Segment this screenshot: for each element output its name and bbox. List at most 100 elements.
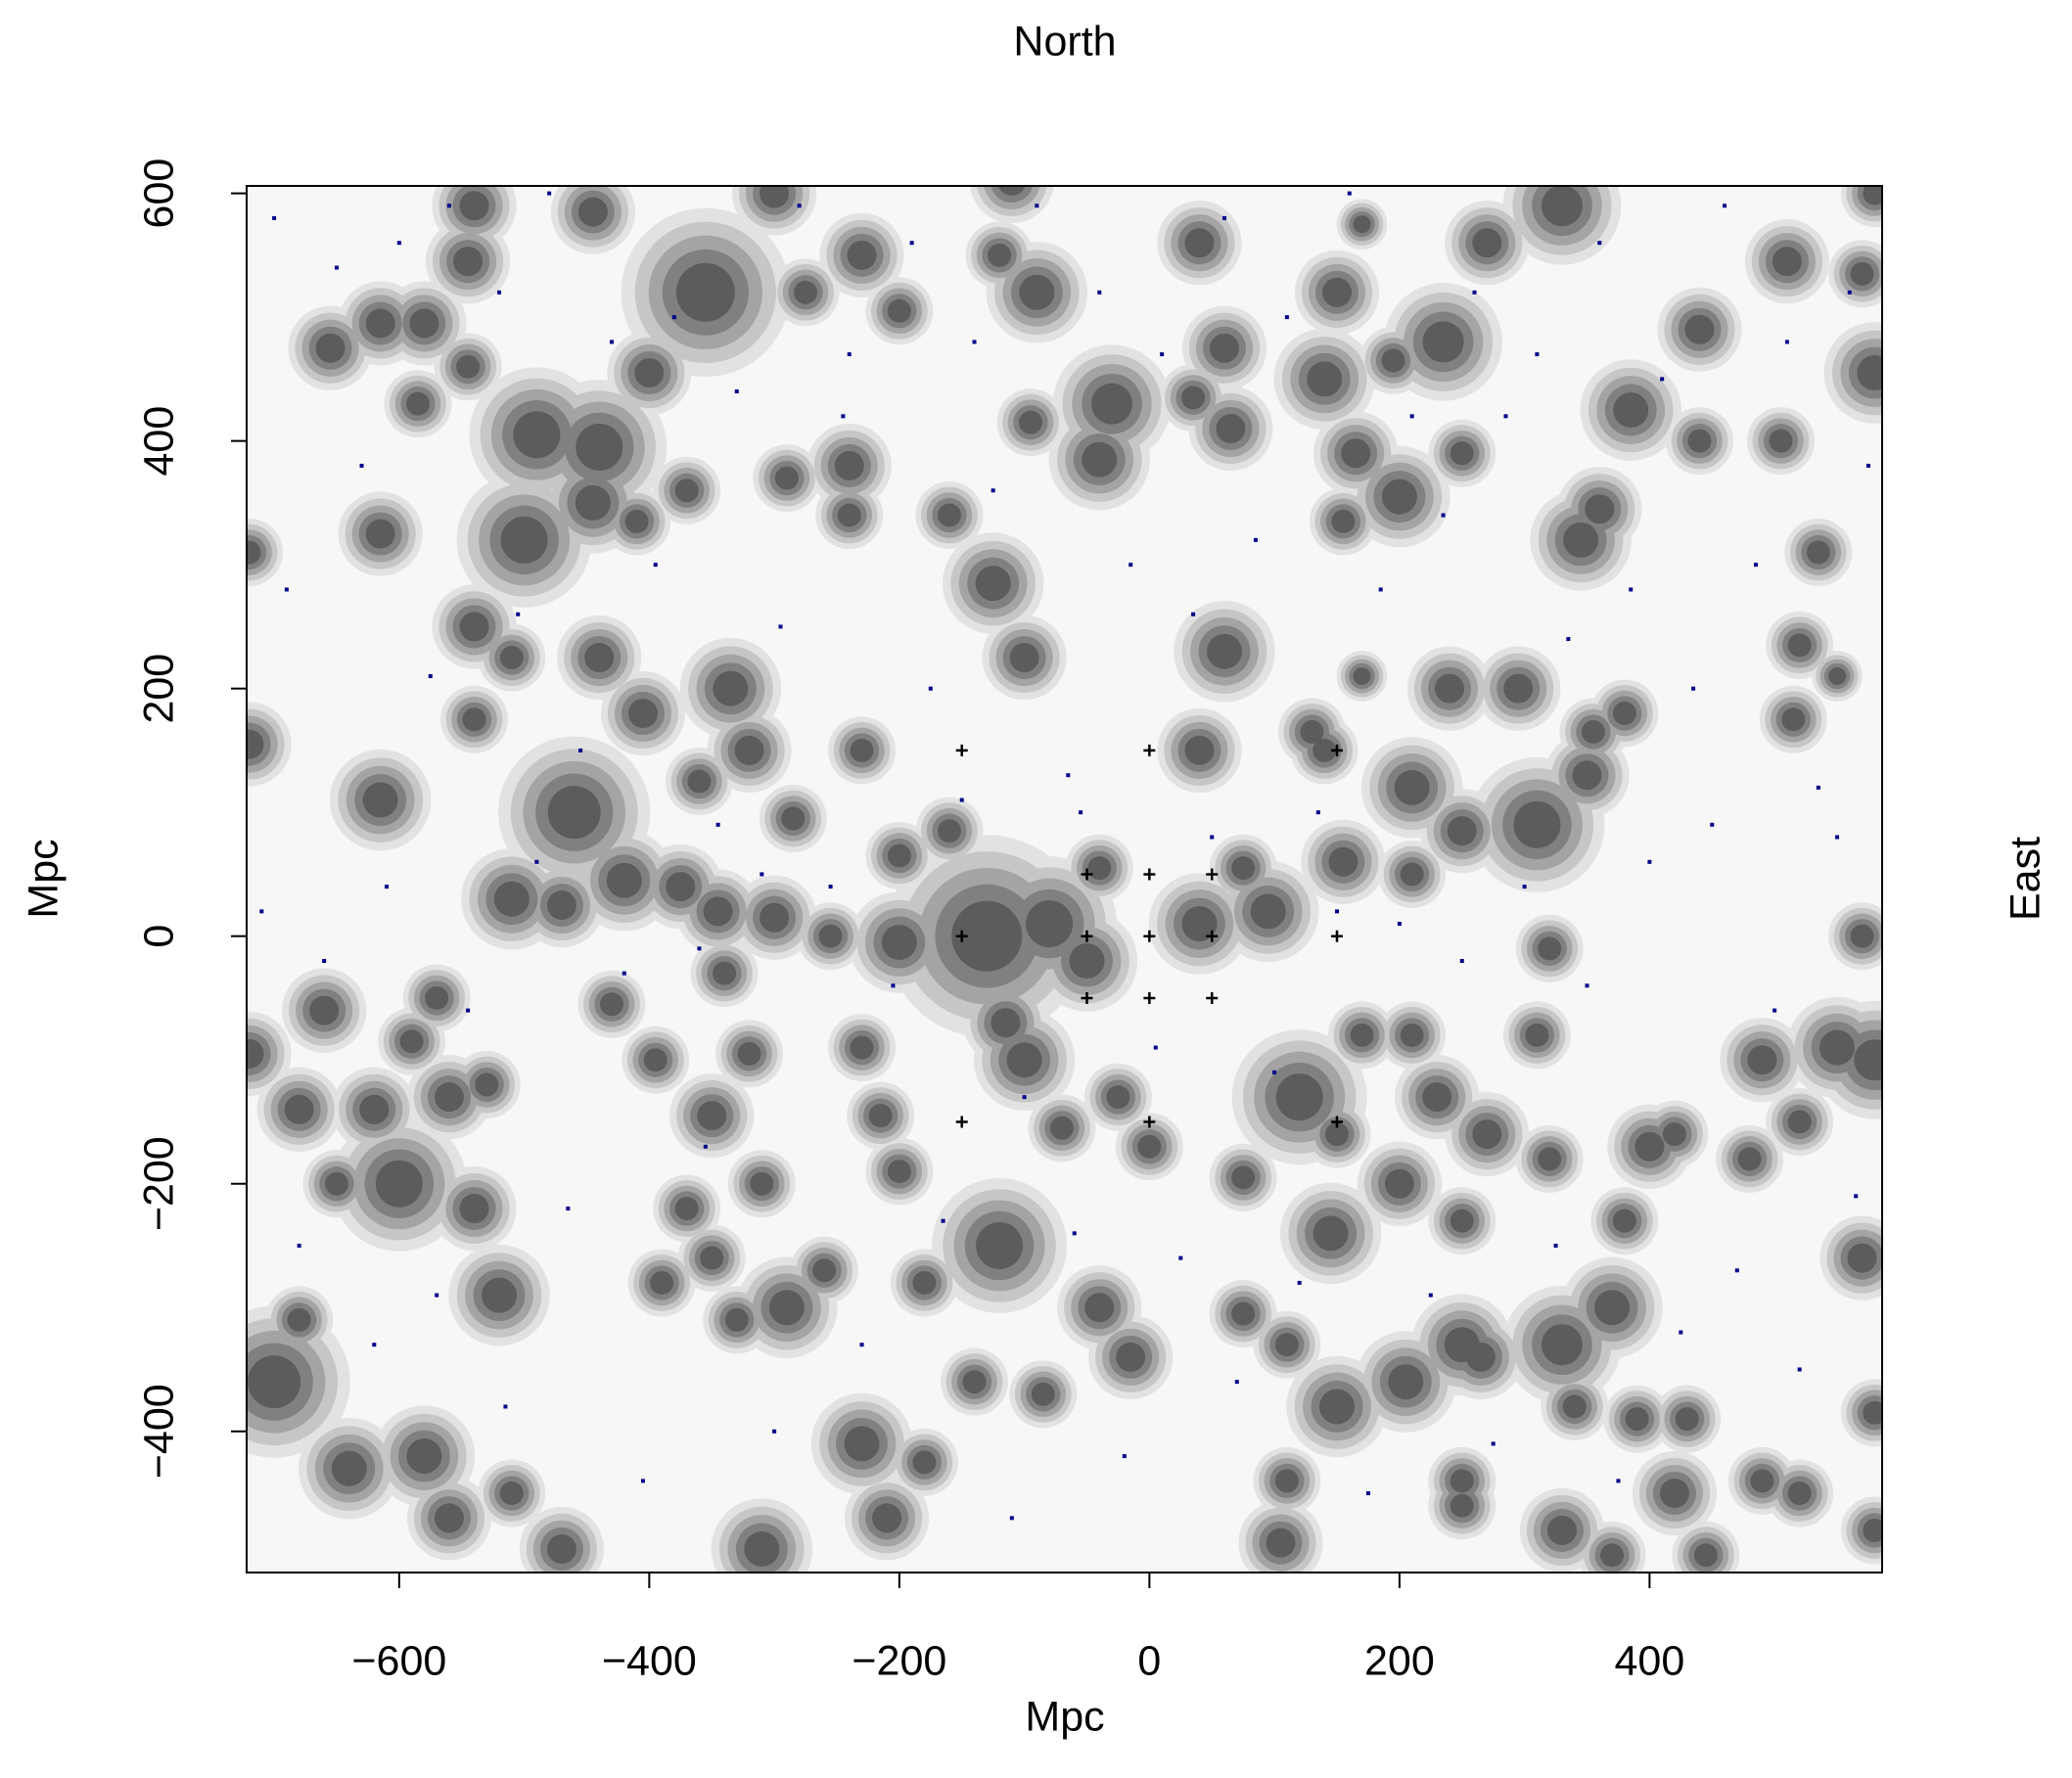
density-contour bbox=[456, 354, 481, 379]
density-contour bbox=[1181, 906, 1218, 942]
density-contour bbox=[760, 902, 790, 933]
density-contour bbox=[1274, 1469, 1299, 1493]
density-contour bbox=[1082, 441, 1118, 478]
density-contour bbox=[315, 333, 345, 363]
density-contour bbox=[650, 1270, 674, 1295]
density-contour bbox=[482, 1277, 518, 1313]
galaxy-point bbox=[1629, 587, 1634, 592]
x-tick-label: 400 bbox=[1615, 1637, 1685, 1684]
density-contour bbox=[1635, 1131, 1665, 1162]
galaxy-point bbox=[828, 885, 833, 889]
galaxy-point bbox=[1160, 352, 1165, 357]
density-contour bbox=[1538, 1147, 1562, 1171]
density-contour bbox=[1572, 760, 1602, 791]
density-contour bbox=[1019, 274, 1055, 310]
density-contour bbox=[1684, 314, 1715, 344]
density-contour bbox=[1210, 333, 1240, 363]
y-tick-label: 600 bbox=[135, 159, 182, 229]
galaxy-point bbox=[697, 946, 702, 951]
density-contour bbox=[1184, 228, 1215, 258]
density-contour bbox=[1585, 494, 1615, 524]
galaxy-point bbox=[297, 1243, 301, 1248]
cross-marker bbox=[1143, 1116, 1156, 1128]
galaxy-point bbox=[1315, 810, 1320, 815]
density-contour bbox=[1693, 1543, 1718, 1568]
density-contour bbox=[1863, 1400, 1882, 1425]
density-contour bbox=[1266, 1527, 1296, 1558]
x-tick-label: 200 bbox=[1364, 1637, 1435, 1684]
density-contour bbox=[643, 1048, 668, 1072]
galaxy-point bbox=[428, 674, 433, 679]
galaxy-point bbox=[1784, 340, 1789, 344]
density-contour bbox=[493, 881, 530, 917]
density-contour bbox=[1312, 738, 1337, 762]
density-contour bbox=[434, 1082, 464, 1113]
galaxy-point bbox=[1660, 377, 1665, 382]
density-contour bbox=[577, 197, 608, 227]
galaxy-point bbox=[1409, 414, 1414, 419]
cross-marker bbox=[1143, 744, 1156, 756]
density-contour bbox=[1772, 247, 1802, 277]
galaxy-point bbox=[1378, 587, 1383, 592]
density-contour bbox=[546, 1533, 576, 1564]
galaxy-point bbox=[1191, 612, 1196, 616]
density-contour bbox=[812, 1258, 837, 1283]
galaxy-point bbox=[1253, 537, 1258, 542]
density-contour bbox=[760, 186, 790, 208]
density-contour bbox=[1137, 1134, 1162, 1159]
density-contour bbox=[674, 1197, 699, 1221]
galaxy-point bbox=[859, 1343, 864, 1347]
galaxy-point bbox=[1035, 204, 1039, 208]
density-contour bbox=[1231, 856, 1256, 881]
cross-marker bbox=[1081, 991, 1093, 1004]
density-contour bbox=[912, 1270, 937, 1295]
galaxy-point bbox=[703, 1144, 708, 1149]
cross-marker bbox=[1143, 930, 1156, 942]
galaxy-point bbox=[715, 822, 720, 827]
density-contour bbox=[850, 738, 874, 762]
density-contour bbox=[1750, 1469, 1774, 1493]
density-contour bbox=[1600, 1543, 1625, 1568]
galaxy-point bbox=[534, 859, 539, 864]
density-contour bbox=[634, 358, 665, 388]
density-contour bbox=[1031, 1382, 1055, 1406]
galaxy-point bbox=[372, 1343, 377, 1347]
galaxy-point bbox=[1097, 290, 1102, 295]
density-contour bbox=[868, 1104, 893, 1128]
galaxy-point bbox=[847, 352, 852, 357]
density-contour bbox=[703, 896, 733, 927]
density-contour bbox=[1318, 1389, 1356, 1425]
density-contour bbox=[737, 1041, 761, 1066]
density-contour bbox=[1447, 816, 1477, 846]
cross-marker bbox=[1081, 868, 1093, 881]
galaxy-point bbox=[497, 290, 502, 295]
galaxy-point bbox=[671, 315, 676, 320]
density-contour bbox=[359, 1094, 390, 1124]
galaxy-point bbox=[622, 971, 626, 976]
galaxy-point bbox=[1428, 1293, 1433, 1298]
density-contour bbox=[324, 1171, 348, 1196]
galaxy-point bbox=[1522, 885, 1527, 889]
x-axis-label: Mpc bbox=[1025, 1693, 1104, 1740]
density-contour bbox=[1538, 936, 1562, 961]
density-contour bbox=[837, 503, 861, 527]
density-contour bbox=[1659, 1479, 1689, 1509]
density-contour bbox=[872, 1503, 902, 1533]
galaxy-point bbox=[1335, 909, 1339, 914]
density-contour bbox=[1184, 735, 1215, 765]
density-contour bbox=[331, 1450, 367, 1486]
density-contour bbox=[1106, 1085, 1130, 1110]
galaxy-point bbox=[1122, 1454, 1127, 1459]
cross-marker bbox=[955, 930, 968, 942]
density-contour bbox=[399, 1029, 424, 1054]
density-contour bbox=[1546, 1515, 1577, 1545]
density-contour bbox=[287, 1307, 311, 1332]
density-contour bbox=[475, 1072, 499, 1097]
density-contour bbox=[406, 391, 431, 416]
density-contour bbox=[409, 308, 439, 339]
density-contour bbox=[1819, 1029, 1856, 1066]
y-tick-label: −200 bbox=[135, 1136, 182, 1231]
density-contour bbox=[1662, 1122, 1686, 1147]
x-tick-label: −200 bbox=[852, 1637, 946, 1684]
chart-title: North bbox=[1013, 18, 1116, 65]
